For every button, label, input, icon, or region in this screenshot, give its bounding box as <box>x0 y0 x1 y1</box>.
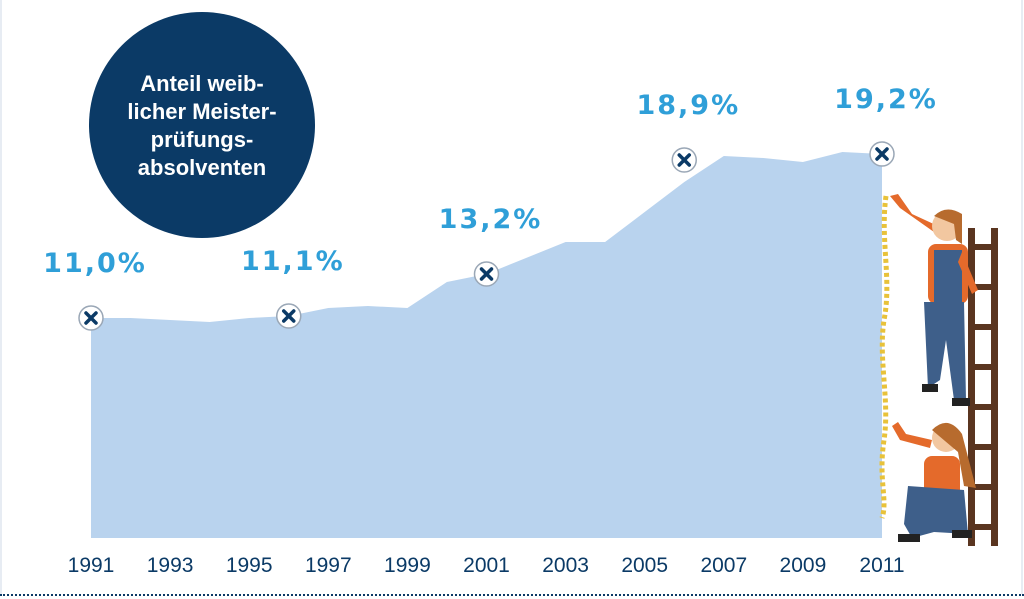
climbing-women-illustration <box>879 194 998 546</box>
left-border <box>0 0 2 594</box>
cross-pin-icon <box>671 147 697 173</box>
bottom-divider <box>0 594 1024 596</box>
cross-pin-icon <box>78 305 104 331</box>
lower-woman-figure <box>892 422 976 542</box>
x-tick-label: 2005 <box>621 554 668 577</box>
value-label: 19,2% <box>834 84 938 115</box>
area-series <box>91 152 882 538</box>
title-circle <box>89 12 315 238</box>
x-tick-label: 2007 <box>700 554 747 577</box>
value-label: 11,0% <box>43 248 147 279</box>
value-label: 18,9% <box>636 90 740 121</box>
x-tick-label: 2003 <box>542 554 589 577</box>
x-tick-label: 1999 <box>384 554 431 577</box>
x-tick-label: 1991 <box>68 554 115 577</box>
annotation-markers <box>78 141 895 331</box>
upper-woman-figure <box>890 194 978 406</box>
x-tick-label: 2001 <box>463 554 510 577</box>
chart-title: Anteil weib- licher Meister- prüfungs- a… <box>127 71 277 180</box>
cross-pin-icon <box>473 261 500 287</box>
x-axis-ticks: 1991 1993 1995 1997 1999 2001 2003 2005 2007 2009… <box>68 554 905 577</box>
value-label: 11,1% <box>241 246 345 277</box>
x-tick-label: 1995 <box>226 554 273 577</box>
x-tick-label: 2011 <box>859 554 904 577</box>
x-tick-label: 1997 <box>305 554 352 577</box>
value-label: 13,2% <box>439 204 543 235</box>
right-border <box>1021 0 1023 594</box>
cross-pin-icon <box>869 141 895 167</box>
cross-pin-icon <box>276 303 302 329</box>
x-tick-label: 2009 <box>780 554 827 577</box>
annotation-labels: 11,0% 11,1% 13,2% 18,9% 19,2% <box>43 84 938 279</box>
ladder-icon <box>968 228 998 546</box>
x-tick-label: 1993 <box>147 554 194 577</box>
measuring-tape-icon <box>879 195 890 519</box>
